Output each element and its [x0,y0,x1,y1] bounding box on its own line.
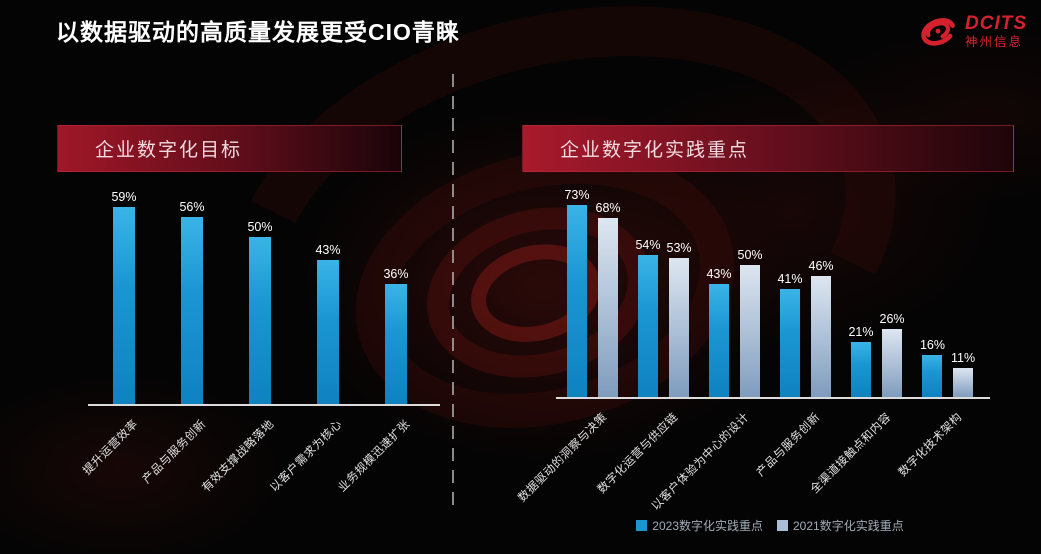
x-axis-label: 数字化技术架构 [896,411,965,480]
chart-slot: 50% [226,188,294,404]
x-axis-label: 提升运营效率 [81,418,141,478]
bar-group: 36% [383,267,409,404]
bar-pair: 54% 53% [635,238,692,397]
bar-pair: 73% 68% [564,188,621,397]
dcits-swirl-icon [921,18,955,46]
chart-slot: 59% [90,188,158,404]
chart-slot: 73% 68% [557,188,628,397]
left-chart-title: 企业数字化目标 [95,140,243,161]
right-chart-title: 企业数字化实践重点 [560,140,750,161]
x-axis-label: 数据驱动的洞察与决策 [515,411,610,505]
left-chart-x-labels: 提升运营效率 产品与服务创新 有效支撑战略落地 以客户需求为核心 业务规模迅速扩张 [81,410,430,520]
legend-item-2023: 2023数字化实践重点 [636,517,763,534]
slide-title: 以数据驱动的高质量发展更受CIO青睐 [56,19,460,45]
bar [708,284,729,397]
bar-group: 43% [315,243,341,404]
chart-slot: 56% [158,188,226,404]
right-chart-header: 企业数字化实践重点 [522,125,1014,172]
legend-item-2021: 2021数字化实践重点 [777,517,904,534]
bar-value-label: 36% [383,267,409,281]
bar-group: 26% [880,312,905,397]
bar-value-label: 73% [564,188,590,202]
bar-value-label: 46% [808,259,834,273]
logo-text-block: DCITS 神州信息 [965,14,1027,49]
bar-group: 54% [635,238,661,397]
legend-swatch-2021 [777,520,788,531]
bar-value-label: 41% [777,272,803,286]
bar-value-label: 43% [706,267,732,281]
bar-group: 50% [738,248,763,397]
x-axis-label: 产品与服务创新 [140,418,209,487]
left-chart-plot-area: 59% 56% 50% 43% 36% [90,188,430,404]
bar [249,237,271,404]
bar [637,255,658,397]
logo-brand-text: DCITS [965,12,1027,34]
logo-subtitle-text: 神州信息 [965,34,1024,49]
bar-pair: 43% 50% [706,248,763,397]
legend-label-2023: 2023数字化实践重点 [652,519,763,533]
right-chart-x-labels: 数据驱动的洞察与决策 数字化运营与供应链 以客户体验为中心的设计 产品与服务创新 全渠道… [516,403,983,518]
bar-value-label: 68% [595,201,621,215]
bar-value-label: 11% [950,351,976,365]
bar [850,342,871,397]
bar-value-label: 56% [179,200,205,214]
bar [181,217,203,404]
bar [598,218,619,397]
x-axis-label: 业务规模迅速扩张 [336,418,413,495]
chart-slot: 43% [294,188,362,404]
legend-swatch-2023 [636,520,648,531]
bar [740,265,761,397]
bar-value-label: 50% [737,248,763,262]
left-chart-x-axis [88,404,440,406]
bar-value-label: 53% [666,241,692,255]
bar-group: 73% [564,188,590,397]
chart-slot: 41% 46% [770,189,841,397]
dcits-logo: DCITS 神州信息 [918,11,1027,51]
bar-value-label: 16% [919,338,945,352]
section-divider-dashed [452,74,454,512]
bar [317,260,339,404]
bar-value-label: 50% [247,220,273,234]
bar-value-label: 26% [879,312,905,326]
bar [922,355,943,397]
chart-slot: 43% 50% [699,189,770,397]
bar-group: 68% [596,201,621,397]
bar-pair: 16% 11% [920,338,975,397]
bar-group: 43% [706,267,732,397]
bar-value-label: 59% [111,190,137,204]
bar-group: 16% [920,338,945,397]
bar-value-label: 43% [315,243,341,257]
bar-pair: 21% 26% [848,312,905,397]
right-chart-plot-area: 73% 68% 54% 53% 43% 50% 41% 46% 21% 26% 16% 11% [557,188,983,397]
bar [113,207,135,404]
bar-group: 46% [809,259,834,397]
legend-label-2021: 2021数字化实践重点 [793,519,904,533]
chart-slot: 36% [362,188,430,404]
x-axis-label: 产品与服务创新 [754,411,823,480]
bar [566,205,587,397]
left-chart-header: 企业数字化目标 [57,125,402,172]
bar-group: 53% [667,241,692,397]
bar [669,258,690,397]
bar-pair: 41% 46% [777,259,834,397]
chart-legend: 2023数字化实践重点 2021数字化实践重点 [557,517,983,534]
bar-group: 50% [247,220,273,404]
bar [811,276,832,397]
bar [779,289,800,397]
right-chart-x-axis [556,397,990,399]
bar [882,329,903,397]
bar [953,368,974,397]
bar-group: 11% [951,351,975,397]
chart-slot: 54% 53% [628,189,699,397]
bar-value-label: 54% [635,238,661,252]
bar-group: 59% [111,190,137,404]
bar-group: 41% [777,272,803,397]
bar-value-label: 21% [848,325,874,339]
chart-slot: 21% 26% [841,189,912,397]
chart-slot: 16% 11% [912,189,983,397]
bar [385,284,407,404]
bar-group: 21% [848,325,874,397]
bar-group: 56% [179,200,205,404]
